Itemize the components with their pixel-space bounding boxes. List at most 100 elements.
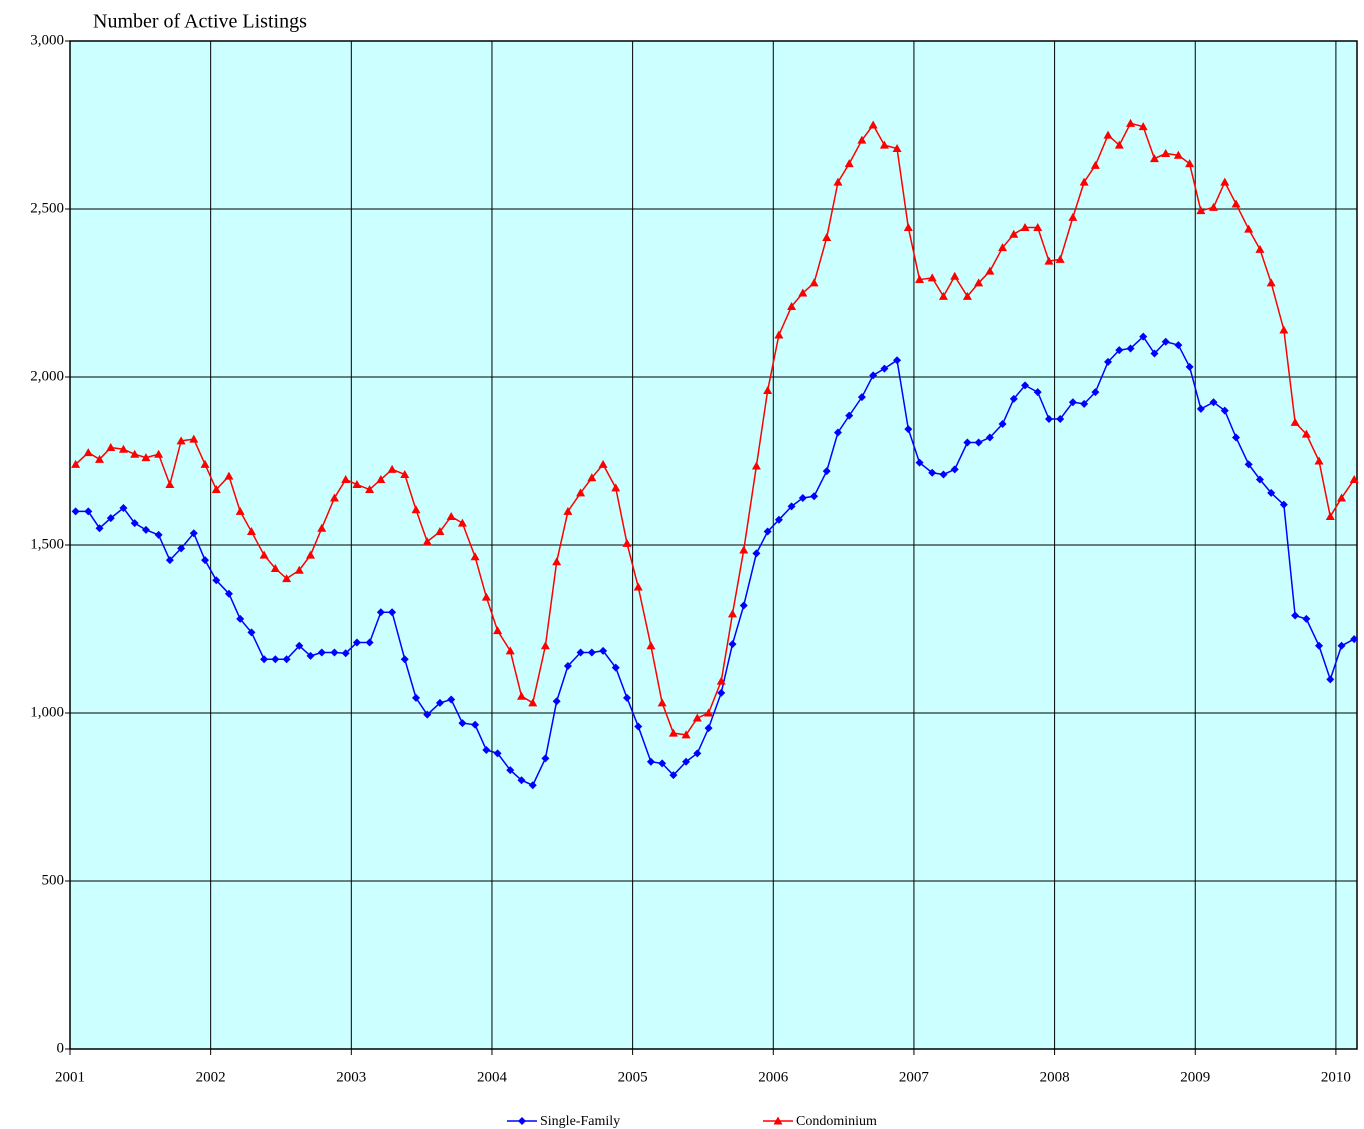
data-point [1126, 344, 1135, 353]
data-point [974, 278, 984, 287]
data-point [1044, 256, 1054, 265]
data-point [260, 655, 269, 664]
data-point [774, 330, 784, 339]
data-point [493, 626, 503, 635]
data-point [963, 438, 972, 447]
data-point [1325, 511, 1335, 520]
data-point [189, 434, 199, 443]
data-point [1291, 611, 1300, 620]
data-point [1350, 635, 1359, 644]
data-point [998, 243, 1008, 252]
data-point [704, 724, 713, 733]
data-point [1009, 394, 1018, 403]
y-tick-label: 0 [57, 1040, 65, 1056]
data-point [482, 745, 491, 754]
data-point [1244, 460, 1253, 469]
data-point [141, 453, 151, 462]
data-point [1149, 154, 1159, 163]
data-point [833, 428, 842, 437]
data-point [1267, 488, 1276, 497]
data-point [974, 438, 983, 447]
legend-marker [773, 1116, 783, 1125]
data-point [669, 771, 678, 780]
x-tick-label: 2008 [1040, 1069, 1070, 1085]
data-point [541, 754, 550, 763]
data-point [1231, 199, 1241, 208]
data-point [259, 550, 269, 559]
data-point [682, 757, 691, 766]
data-point [271, 655, 280, 664]
data-point [341, 649, 350, 658]
data-point [646, 757, 655, 766]
data-point [857, 393, 866, 402]
data-point [892, 144, 902, 153]
data-point [798, 493, 807, 502]
data-point [998, 420, 1007, 429]
data-point [611, 663, 620, 672]
data-point [270, 564, 280, 573]
data-point [1033, 222, 1043, 231]
data-point [1279, 325, 1289, 334]
data-point [212, 576, 221, 585]
data-point [915, 275, 925, 284]
data-point [1139, 332, 1148, 341]
data-point [633, 582, 643, 591]
data-point [763, 527, 772, 536]
data-point [1009, 229, 1019, 238]
data-point [634, 722, 643, 731]
data-point [95, 524, 104, 533]
data-point [295, 641, 304, 650]
data-point [587, 648, 596, 657]
chart-title: Number of Active Listings [93, 11, 307, 33]
data-point [329, 493, 339, 502]
data-point [927, 273, 937, 282]
data-point [822, 233, 832, 242]
data-point [224, 589, 233, 598]
data-point [365, 638, 374, 647]
data-point [1115, 346, 1124, 355]
data-point [1185, 362, 1194, 371]
data-point [481, 592, 491, 601]
data-point [411, 505, 421, 514]
data-point [1220, 177, 1230, 186]
data-point [693, 749, 702, 758]
legend-label: Condominium [796, 1114, 877, 1129]
data-point [1090, 160, 1100, 169]
data-point [236, 614, 245, 623]
data-point [869, 371, 878, 380]
data-point [822, 467, 831, 476]
data-point [739, 545, 749, 554]
data-point [1150, 349, 1159, 358]
data-point [646, 641, 656, 650]
data-point [1091, 388, 1100, 397]
data-point [763, 385, 773, 394]
data-point [1104, 357, 1113, 366]
data-point [717, 688, 726, 697]
data-point [658, 759, 667, 768]
data-point [587, 473, 597, 482]
data-point [352, 480, 362, 489]
data-point [681, 730, 691, 739]
data-point [716, 676, 726, 685]
x-tick-label: 2006 [758, 1069, 789, 1085]
data-point [1255, 244, 1265, 253]
data-point [809, 278, 819, 287]
data-point [611, 483, 621, 492]
data-point [294, 565, 304, 574]
data-point [376, 608, 385, 617]
data-point [657, 698, 667, 707]
data-point [1126, 118, 1136, 127]
data-point [893, 356, 902, 365]
x-tick-label: 2010 [1321, 1069, 1351, 1085]
data-point [1196, 206, 1206, 215]
data-point [352, 638, 361, 647]
x-tick-label: 2004 [477, 1069, 508, 1085]
data-point [106, 443, 116, 452]
data-point [247, 628, 256, 637]
data-point [400, 655, 409, 664]
series-line [75, 335, 1355, 787]
data-point [692, 713, 702, 722]
data-point [130, 519, 139, 528]
data-point [493, 749, 502, 758]
data-point [939, 470, 948, 479]
